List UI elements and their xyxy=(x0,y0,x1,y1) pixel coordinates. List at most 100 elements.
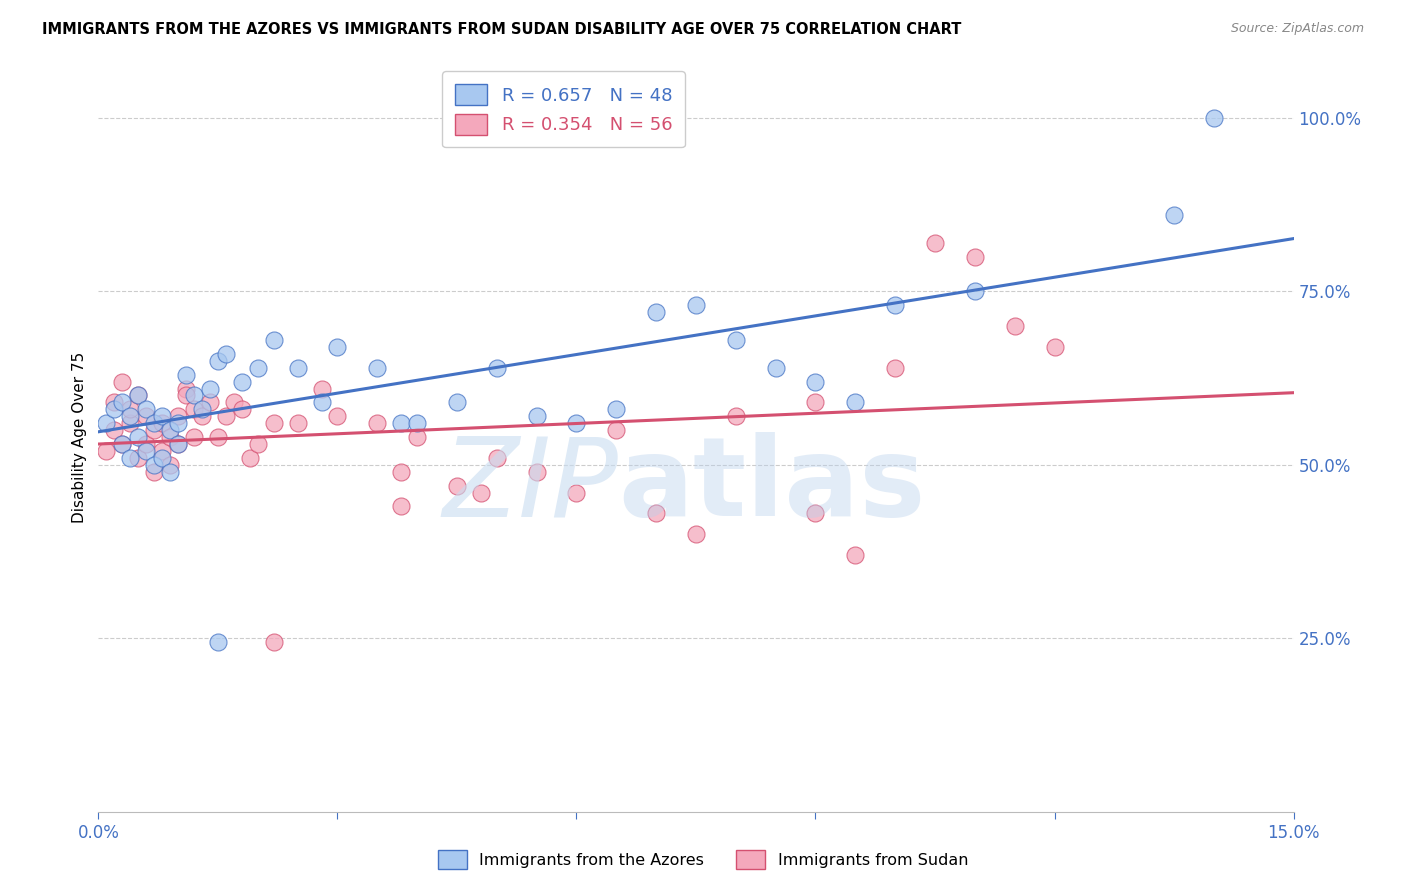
Point xyxy=(287,416,309,430)
Point xyxy=(215,347,238,361)
Point xyxy=(311,395,333,409)
Point xyxy=(143,458,166,472)
Legend: Immigrants from the Azores, Immigrants from Sudan: Immigrants from the Azores, Immigrants f… xyxy=(432,844,974,875)
Point xyxy=(246,360,269,375)
Point xyxy=(207,430,229,444)
Point xyxy=(526,465,548,479)
Point xyxy=(167,437,190,451)
Point xyxy=(120,409,142,424)
Point xyxy=(485,450,508,465)
Point xyxy=(963,250,986,264)
Point xyxy=(1004,319,1026,334)
Point xyxy=(645,507,668,521)
Point xyxy=(96,444,118,458)
Text: ZIP: ZIP xyxy=(443,433,619,540)
Point xyxy=(724,409,747,424)
Point xyxy=(183,402,205,417)
Point xyxy=(103,402,125,417)
Point xyxy=(159,423,181,437)
Point xyxy=(263,634,285,648)
Point xyxy=(191,409,214,424)
Point xyxy=(645,305,668,319)
Point xyxy=(159,458,181,472)
Point xyxy=(263,333,285,347)
Point xyxy=(389,500,412,514)
Text: IMMIGRANTS FROM THE AZORES VS IMMIGRANTS FROM SUDAN DISABILITY AGE OVER 75 CORRE: IMMIGRANTS FROM THE AZORES VS IMMIGRANTS… xyxy=(42,22,962,37)
Point xyxy=(724,333,747,347)
Point xyxy=(127,450,149,465)
Point xyxy=(198,395,221,409)
Point xyxy=(120,450,142,465)
Point xyxy=(1163,208,1185,222)
Point xyxy=(446,395,468,409)
Point xyxy=(389,465,412,479)
Point xyxy=(150,416,173,430)
Point xyxy=(120,416,142,430)
Point xyxy=(565,485,588,500)
Point xyxy=(406,416,429,430)
Point xyxy=(167,409,190,424)
Point xyxy=(135,402,157,417)
Point xyxy=(884,298,907,312)
Point xyxy=(804,395,827,409)
Point xyxy=(103,395,125,409)
Point xyxy=(183,430,205,444)
Point xyxy=(446,478,468,492)
Point xyxy=(174,382,197,396)
Point xyxy=(804,507,827,521)
Legend: R = 0.657   N = 48, R = 0.354   N = 56: R = 0.657 N = 48, R = 0.354 N = 56 xyxy=(441,71,685,147)
Point xyxy=(804,375,827,389)
Point xyxy=(167,416,190,430)
Point xyxy=(111,437,134,451)
Point xyxy=(150,444,173,458)
Point xyxy=(191,402,214,417)
Point xyxy=(143,416,166,430)
Point xyxy=(565,416,588,430)
Point xyxy=(924,235,946,250)
Point xyxy=(685,298,707,312)
Point xyxy=(183,388,205,402)
Point xyxy=(135,444,157,458)
Point xyxy=(246,437,269,451)
Point xyxy=(844,395,866,409)
Point xyxy=(884,360,907,375)
Point xyxy=(406,430,429,444)
Point xyxy=(231,402,253,417)
Point xyxy=(239,450,262,465)
Point xyxy=(231,375,253,389)
Point xyxy=(207,634,229,648)
Point xyxy=(1202,111,1225,125)
Point xyxy=(1043,340,1066,354)
Point xyxy=(159,430,181,444)
Point xyxy=(222,395,245,409)
Text: Source: ZipAtlas.com: Source: ZipAtlas.com xyxy=(1230,22,1364,36)
Point xyxy=(287,360,309,375)
Point xyxy=(111,375,134,389)
Point xyxy=(103,423,125,437)
Point xyxy=(111,395,134,409)
Point xyxy=(127,388,149,402)
Point xyxy=(389,416,412,430)
Point xyxy=(150,450,173,465)
Point xyxy=(963,285,986,299)
Point xyxy=(765,360,787,375)
Point xyxy=(605,423,627,437)
Point xyxy=(311,382,333,396)
Point xyxy=(127,388,149,402)
Point xyxy=(127,430,149,444)
Point xyxy=(159,465,181,479)
Point xyxy=(685,527,707,541)
Point xyxy=(96,416,118,430)
Point xyxy=(150,409,173,424)
Point xyxy=(215,409,238,424)
Point xyxy=(143,465,166,479)
Point xyxy=(198,382,221,396)
Point xyxy=(526,409,548,424)
Text: atlas: atlas xyxy=(619,433,925,540)
Point xyxy=(366,360,388,375)
Point xyxy=(135,409,157,424)
Point xyxy=(485,360,508,375)
Point xyxy=(207,353,229,368)
Point xyxy=(263,416,285,430)
Point xyxy=(605,402,627,417)
